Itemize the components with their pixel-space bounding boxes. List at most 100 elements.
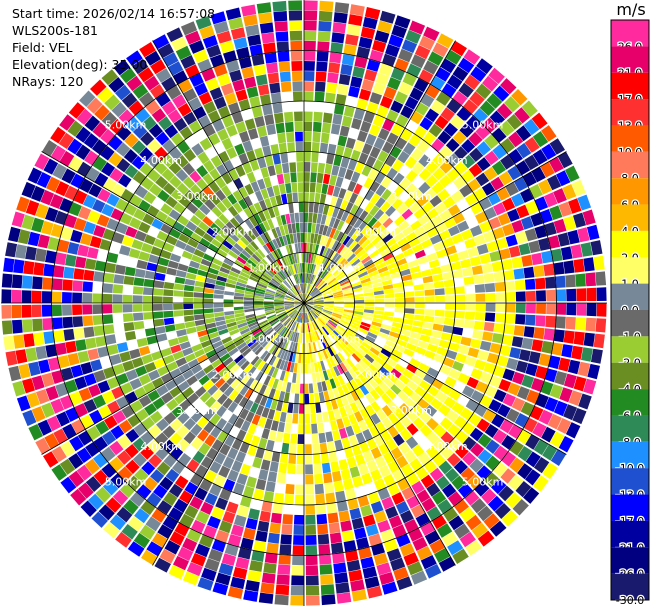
- velocity-gate: [465, 303, 476, 311]
- velocity-gate: [273, 492, 284, 504]
- velocity-gate: [197, 429, 209, 442]
- velocity-gate: [511, 219, 524, 233]
- velocity-gate: [167, 109, 182, 124]
- velocity-gate: [217, 128, 229, 141]
- velocity-gate: [163, 310, 174, 318]
- velocity-gate: [172, 350, 185, 361]
- velocity-gate: [237, 278, 248, 285]
- velocity-gate: [476, 418, 490, 433]
- velocity-gate: [577, 227, 590, 243]
- velocity-gate: [73, 217, 87, 232]
- velocity-gate: [309, 192, 315, 203]
- velocity-gate: [374, 385, 385, 397]
- velocity-gate: [505, 492, 522, 509]
- velocity-gate: [366, 459, 378, 472]
- velocity-gate: [580, 242, 593, 257]
- velocity-gate: [498, 379, 512, 392]
- velocity-gate: [134, 268, 146, 278]
- range-ring-label: 3.00km: [176, 190, 218, 203]
- velocity-gate: [278, 285, 288, 292]
- velocity-gate: [281, 162, 290, 174]
- velocity-gate: [293, 263, 298, 274]
- velocity-gate: [453, 499, 469, 514]
- velocity-gate: [285, 306, 295, 311]
- velocity-gate: [386, 358, 397, 368]
- velocity-gate: [285, 382, 292, 393]
- velocity-gate: [426, 506, 442, 521]
- velocity-gate: [404, 291, 415, 297]
- velocity-gate: [441, 483, 457, 498]
- velocity-gate: [173, 283, 185, 291]
- velocity-gate: [270, 144, 280, 155]
- velocity-gate: [144, 50, 161, 66]
- velocity-gate: [440, 383, 453, 396]
- velocity-gate: [321, 270, 329, 280]
- velocity-gate: [297, 444, 304, 455]
- velocity-gate: [247, 339, 257, 348]
- velocity-gate: [354, 161, 365, 174]
- velocity-gate: [259, 260, 268, 270]
- velocity-gate: [287, 265, 293, 276]
- velocity-gate: [186, 562, 203, 577]
- velocity-gate: [546, 303, 557, 315]
- velocity-gate: [313, 306, 323, 311]
- velocity-gate: [331, 165, 340, 176]
- velocity-gate: [152, 34, 170, 50]
- velocity-gate: [458, 82, 474, 98]
- velocity-gate: [279, 370, 286, 381]
- velocity-gate: [84, 458, 100, 475]
- velocity-gate: [179, 513, 194, 528]
- velocity-gate: [164, 540, 181, 555]
- velocity-gate: [189, 73, 204, 87]
- velocity-gate: [300, 283, 303, 293]
- velocity-gate: [51, 464, 67, 481]
- velocity-gate: [472, 329, 484, 340]
- velocity-gate: [314, 91, 325, 102]
- velocity-gate: [77, 350, 90, 363]
- velocity-gate: [68, 453, 84, 469]
- velocity-gate: [241, 347, 252, 357]
- velocity-gate: [216, 30, 232, 44]
- velocity-gate: [356, 46, 371, 59]
- velocity-gate: [194, 280, 206, 288]
- velocity-gate: [288, 0, 302, 11]
- velocity-gate: [244, 183, 254, 195]
- velocity-gate: [565, 316, 576, 330]
- velocity-gate: [251, 270, 262, 278]
- velocity-gate: [431, 514, 447, 530]
- velocity-gate: [41, 140, 58, 157]
- velocity-gate: [277, 421, 285, 433]
- velocity-gate: [239, 130, 250, 143]
- velocity-gate: [284, 267, 291, 277]
- velocity-gate: [526, 303, 536, 314]
- velocity-gate: [341, 115, 353, 128]
- velocity-gate: [223, 159, 235, 172]
- velocity-gate: [320, 257, 327, 267]
- velocity-gate: [377, 266, 389, 274]
- velocity-gate: [62, 279, 73, 291]
- velocity-gate: [177, 263, 189, 272]
- velocity-gate: [276, 311, 286, 317]
- velocity-gate: [152, 296, 163, 303]
- velocity-gate: [104, 262, 116, 273]
- velocity-gate: [274, 303, 284, 305]
- velocity-gate: [235, 121, 247, 134]
- velocity-gate: [349, 192, 359, 204]
- velocity-gate: [353, 261, 363, 270]
- velocity-gate: [394, 307, 405, 313]
- velocity-gate: [218, 150, 230, 164]
- velocity-gate: [528, 351, 541, 364]
- velocity-gate: [448, 368, 461, 380]
- velocity-gate: [37, 419, 52, 436]
- velocity-gate: [110, 425, 125, 440]
- velocity-gate: [267, 471, 278, 483]
- velocity-gate: [36, 389, 50, 405]
- velocity-gate: [286, 193, 293, 204]
- velocity-gate: [524, 228, 538, 242]
- velocity-gate: [251, 550, 265, 562]
- velocity-gate: [280, 283, 289, 291]
- velocity-gate: [364, 416, 375, 429]
- velocity-gate: [345, 550, 359, 562]
- velocity-gate: [184, 315, 195, 322]
- velocity-gate: [261, 32, 275, 44]
